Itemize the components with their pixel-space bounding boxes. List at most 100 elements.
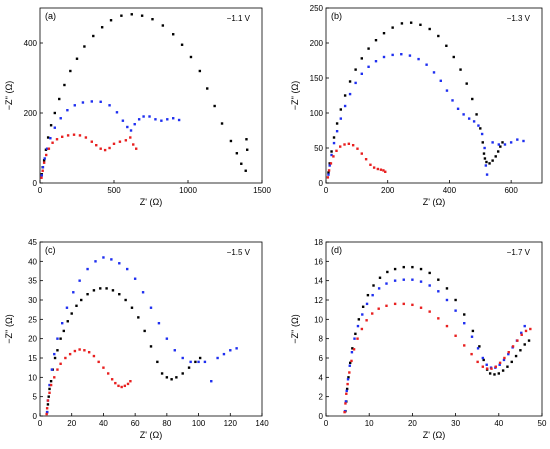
panel-letter: (d) (331, 245, 342, 255)
data-point (393, 302, 397, 306)
data-point (330, 150, 333, 153)
x-tick-label: 0 (324, 186, 329, 195)
data-point (506, 365, 509, 368)
data-point (344, 400, 348, 403)
data-point (216, 356, 219, 360)
data-point (61, 135, 64, 138)
data-point (393, 267, 397, 271)
data-point (90, 140, 93, 143)
data-point (213, 104, 216, 108)
data-point (360, 57, 363, 60)
data-point (516, 339, 519, 342)
data-point (198, 356, 202, 360)
data-point (126, 382, 130, 386)
data-point (120, 385, 123, 389)
data-point (86, 293, 89, 296)
data-point (140, 14, 144, 17)
data-point (470, 335, 474, 338)
data-point (100, 26, 104, 29)
data-point (245, 138, 248, 141)
data-point (377, 307, 380, 310)
plot-frame (325, 7, 543, 184)
data-point (377, 287, 381, 290)
data-point (75, 57, 79, 60)
y-tick-label: 30 (28, 296, 37, 305)
data-point (149, 306, 153, 309)
data-point (523, 324, 526, 328)
data-point (411, 278, 414, 281)
data-point (187, 366, 191, 369)
data-point (357, 318, 361, 321)
data-point (59, 362, 62, 365)
y-tick-label: 200 (310, 39, 324, 48)
data-point (507, 352, 510, 356)
data-point (481, 141, 484, 144)
data-point (102, 366, 105, 369)
y-tick-label: 25 (28, 315, 37, 324)
x-tick-label: 0 (38, 186, 43, 195)
data-point (78, 134, 82, 137)
data-point (339, 108, 343, 111)
data-point (115, 111, 119, 114)
x-tick-label: 30 (451, 419, 460, 428)
data-point (365, 302, 369, 306)
y-tick-label: 5 (33, 393, 38, 402)
data-point (497, 143, 500, 146)
data-point (53, 352, 56, 356)
data-point (189, 360, 192, 364)
data-point (55, 138, 59, 141)
data-point (483, 146, 486, 150)
data-point (56, 349, 59, 352)
data-series (40, 13, 249, 176)
data-point (400, 53, 403, 56)
data-point (45, 410, 49, 414)
data-point (121, 119, 125, 122)
y-tick-label: 4 (319, 373, 324, 382)
data-point (498, 363, 501, 366)
data-point (161, 24, 165, 27)
data-point (483, 157, 487, 160)
x-axis-label: Z' (Ω) (423, 430, 445, 440)
data-point (40, 176, 43, 179)
data-point (471, 329, 475, 333)
data-point (520, 331, 523, 335)
data-point (180, 43, 184, 46)
data-point (160, 372, 164, 375)
data-point (194, 360, 197, 364)
data-point (346, 382, 349, 386)
data-point (118, 262, 121, 265)
data-point (339, 117, 343, 120)
data-point (520, 333, 523, 336)
data-point (123, 384, 127, 388)
data-point (133, 123, 136, 126)
data-point (343, 410, 346, 414)
data-series (40, 100, 181, 177)
data-point (481, 365, 485, 368)
data-series (45, 287, 202, 414)
data-point (480, 132, 484, 136)
y-tick-label: 2 (319, 393, 324, 402)
data-point (129, 380, 132, 383)
data-point (477, 124, 480, 127)
data-point (53, 376, 56, 379)
data-point (501, 141, 504, 144)
chart-panel: 0 500 1000 1500 0 200 400 Z' (Ω) −Z'' (Ω) (a) −1.1… (4, 7, 271, 207)
data-point (385, 282, 388, 285)
data-point (372, 284, 375, 287)
data-point (181, 356, 184, 360)
chart-panel: 0 200 400 600 0 50 100 150 200 250 Z' (Ω) −Z'' (Ω) (… (290, 4, 543, 207)
data-point (49, 137, 52, 140)
data-point (335, 122, 339, 125)
data-point (459, 68, 462, 71)
data-point (332, 155, 335, 158)
data-point (109, 19, 113, 22)
data-point (110, 258, 113, 261)
y-tick-label: 15 (28, 354, 37, 363)
data-point (494, 155, 497, 158)
data-point (133, 277, 137, 280)
data-point (432, 71, 436, 74)
panel-letter: (a) (45, 11, 56, 21)
data-point (92, 354, 96, 358)
data-point (463, 313, 466, 316)
data-point (99, 147, 102, 150)
